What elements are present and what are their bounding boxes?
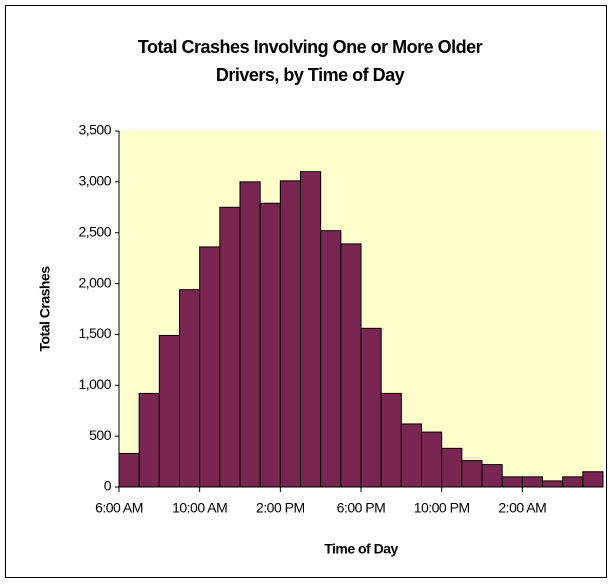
bar (118, 452, 140, 488)
bar (259, 202, 281, 488)
bar (320, 230, 342, 488)
bar (421, 431, 443, 488)
bar (400, 423, 423, 488)
x-tick-label: 10:00 AM (172, 500, 227, 516)
bar (199, 246, 221, 488)
bar (138, 392, 160, 488)
bar (501, 476, 523, 488)
bar (360, 327, 382, 488)
bar (461, 460, 483, 488)
bar (158, 334, 180, 488)
bar (340, 243, 362, 488)
bar (582, 471, 604, 488)
y-tick-label: 500 (89, 427, 112, 443)
x-tick-label: 2:00 AM (498, 500, 546, 516)
y-tick-label: 1,500 (78, 325, 111, 341)
y-tick-label: 2,000 (78, 274, 111, 290)
y-tick-label: 2,500 (78, 223, 111, 239)
bar (179, 289, 201, 488)
bar (300, 171, 322, 488)
chart-frame (5, 5, 607, 578)
x-tick-label: 6:00 PM (337, 500, 386, 516)
bar (562, 476, 584, 488)
x-axis-label: Time of Day (324, 541, 398, 557)
y-tick-label: 0 (104, 478, 112, 494)
x-tick-label: 6:00 AM (95, 500, 143, 516)
bar (279, 180, 302, 488)
bar (441, 447, 463, 488)
x-tick-label: 2:00 PM (256, 500, 305, 516)
bar (481, 464, 503, 488)
y-tick-label: 1,000 (78, 376, 111, 392)
y-axis-label: Total Crashes (37, 266, 53, 352)
chart-title: Total Crashes Involving One or More Olde… (137, 37, 483, 85)
bar (380, 392, 402, 488)
bar (239, 181, 261, 488)
y-tick-label: 3,000 (78, 173, 111, 189)
y-tick-label: 3,500 (78, 122, 111, 138)
bar (219, 206, 241, 488)
x-tick-label: 10:00 PM (414, 500, 470, 516)
bar (521, 476, 543, 488)
bar (542, 480, 564, 488)
